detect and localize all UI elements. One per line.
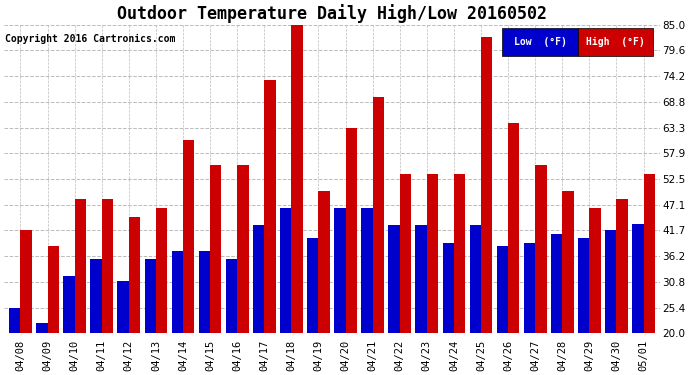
Bar [346, 128, 357, 333]
Bar [172, 251, 183, 333]
Bar [101, 200, 113, 333]
Bar [144, 259, 156, 333]
Bar [616, 200, 628, 333]
Bar [578, 238, 589, 333]
Bar [362, 208, 373, 333]
Bar [508, 123, 520, 333]
Bar [129, 216, 140, 333]
Bar [280, 208, 291, 333]
Bar [21, 230, 32, 333]
FancyBboxPatch shape [502, 28, 578, 56]
Bar [307, 238, 319, 333]
Bar [470, 225, 481, 333]
Bar [605, 230, 616, 333]
Bar [562, 191, 573, 333]
Bar [156, 208, 167, 333]
Bar [183, 140, 195, 333]
Bar [427, 174, 438, 333]
Bar [75, 200, 86, 333]
Bar [90, 259, 101, 333]
Bar [63, 276, 75, 333]
FancyBboxPatch shape [578, 28, 653, 56]
Bar [400, 174, 411, 333]
Bar [644, 174, 655, 333]
Bar [253, 225, 264, 333]
Text: Low  (°F): Low (°F) [514, 37, 566, 46]
Bar [481, 37, 493, 333]
Bar [442, 243, 454, 333]
Bar [524, 243, 535, 333]
Text: High  (°F): High (°F) [586, 37, 645, 47]
Bar [9, 308, 21, 333]
Bar [454, 174, 465, 333]
Bar [388, 225, 400, 333]
Bar [237, 165, 248, 333]
Bar [48, 246, 59, 333]
Bar [497, 246, 508, 333]
Bar [551, 234, 562, 333]
Bar [632, 224, 644, 333]
Bar [264, 80, 275, 333]
Bar [535, 165, 546, 333]
Bar [319, 191, 330, 333]
Bar [415, 225, 427, 333]
Bar [226, 259, 237, 333]
Bar [373, 97, 384, 333]
Title: Outdoor Temperature Daily High/Low 20160502: Outdoor Temperature Daily High/Low 20160… [117, 4, 547, 23]
Bar [117, 281, 129, 333]
Bar [334, 208, 346, 333]
Bar [36, 323, 48, 333]
Bar [589, 208, 601, 333]
Bar [291, 24, 303, 333]
Bar [210, 165, 221, 333]
Bar [199, 251, 210, 333]
Text: Copyright 2016 Cartronics.com: Copyright 2016 Cartronics.com [6, 34, 176, 44]
